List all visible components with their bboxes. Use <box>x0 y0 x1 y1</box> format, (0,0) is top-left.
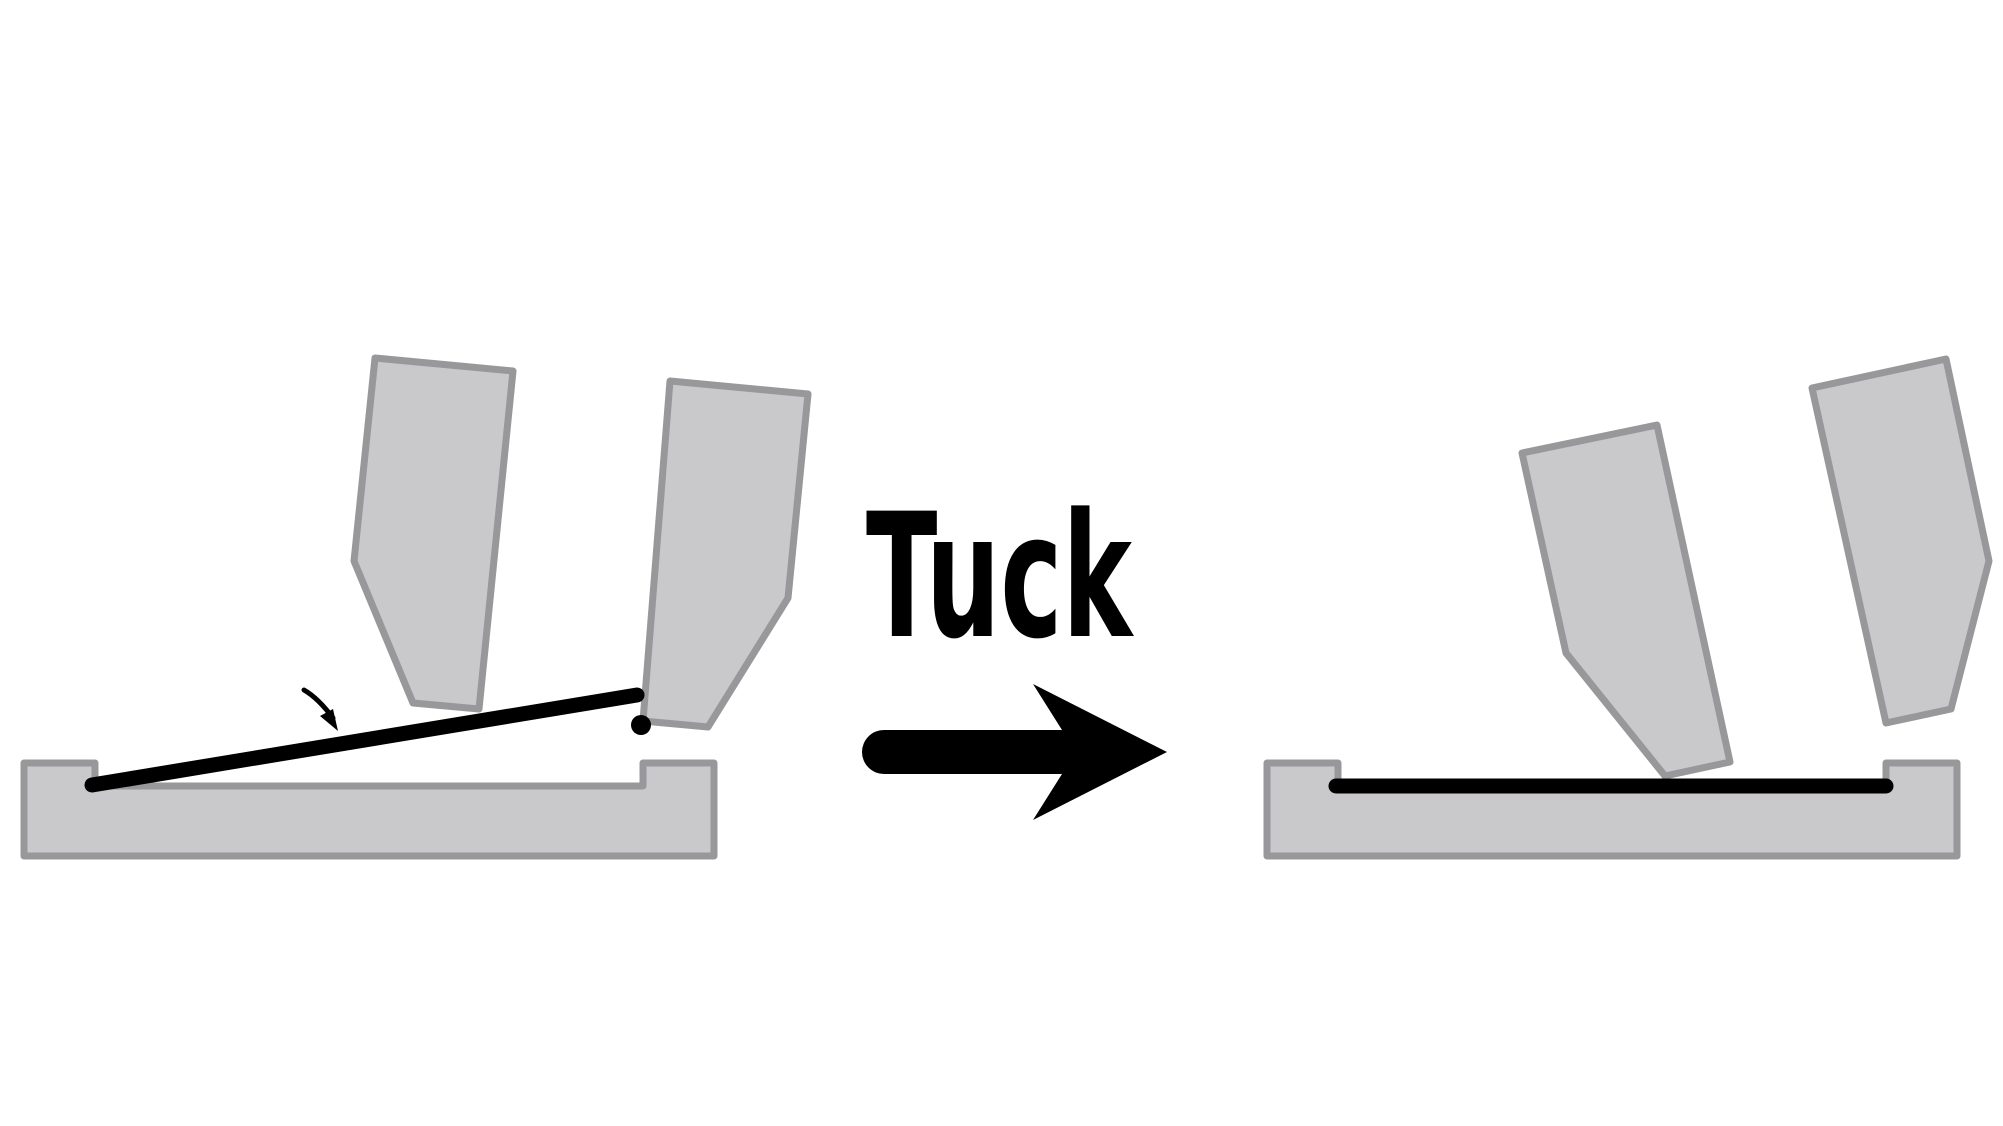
right-arrow-icon <box>862 684 1167 820</box>
transition: Tuck <box>862 476 1167 820</box>
right-gripper-finger-a <box>1518 421 1734 780</box>
right-base-tray <box>1263 759 1961 860</box>
cable-end-dot <box>631 715 651 735</box>
after-state <box>1263 355 1993 860</box>
left-gripper-finger-a <box>350 354 517 713</box>
left-base-tray <box>20 759 718 860</box>
before-state <box>20 354 812 860</box>
tilted-cable <box>84 687 645 793</box>
rotation-arrow-head <box>320 709 338 731</box>
tuck-label: Tuck <box>866 476 1134 677</box>
left-gripper-finger-b <box>639 377 812 731</box>
right-gripper-finger-b <box>1808 355 1993 727</box>
